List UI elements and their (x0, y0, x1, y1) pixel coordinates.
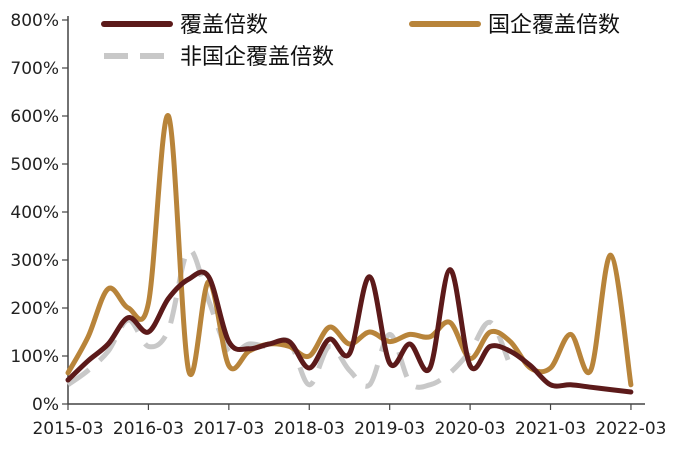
legend-item-non-soe-coverage: 非国企覆盖倍数 (104, 45, 334, 70)
x-tick-label: 2021-03 (515, 419, 586, 439)
x-tick-label: 2018-03 (274, 419, 345, 439)
y-tick-label: 500% (10, 155, 59, 175)
y-tick-label: 100% (10, 347, 59, 367)
legend-label: 覆盖倍数 (180, 13, 268, 38)
y-tick-label: 700% (10, 59, 59, 79)
y-tick-label: 0% (32, 395, 59, 415)
y-tick-label: 600% (10, 107, 59, 127)
y-tick-label: 800% (10, 11, 59, 31)
x-tick-label: 2016-03 (113, 419, 184, 439)
x-tick-label: 2022-03 (595, 419, 666, 439)
x-tick-label: 2017-03 (193, 419, 264, 439)
y-tick-label: 300% (10, 251, 59, 271)
x-tick-label: 2019-03 (354, 419, 425, 439)
legend-item-coverage: 覆盖倍数 (101, 13, 268, 38)
y-tick-label: 200% (10, 299, 59, 319)
legend-item-soe-coverage: 国企覆盖倍数 (409, 13, 620, 38)
y-axis: 0% 100% 200% 300% 400% 500% 600% 700% 800% (10, 11, 69, 415)
series-line-soe-coverage (65, 113, 634, 388)
x-tick-label: 2020-03 (435, 419, 506, 439)
x-tick-label: 2015-03 (32, 419, 103, 439)
series-line-coverage (65, 267, 634, 395)
plot-series (65, 113, 634, 395)
legend-label: 非国企覆盖倍数 (180, 45, 334, 70)
y-tick-label: 400% (10, 203, 59, 223)
legend-label: 国企覆盖倍数 (488, 13, 620, 38)
x-axis: 2015-03 2016-03 2017-03 2018-03 2019-03 2020-… (32, 403, 666, 439)
